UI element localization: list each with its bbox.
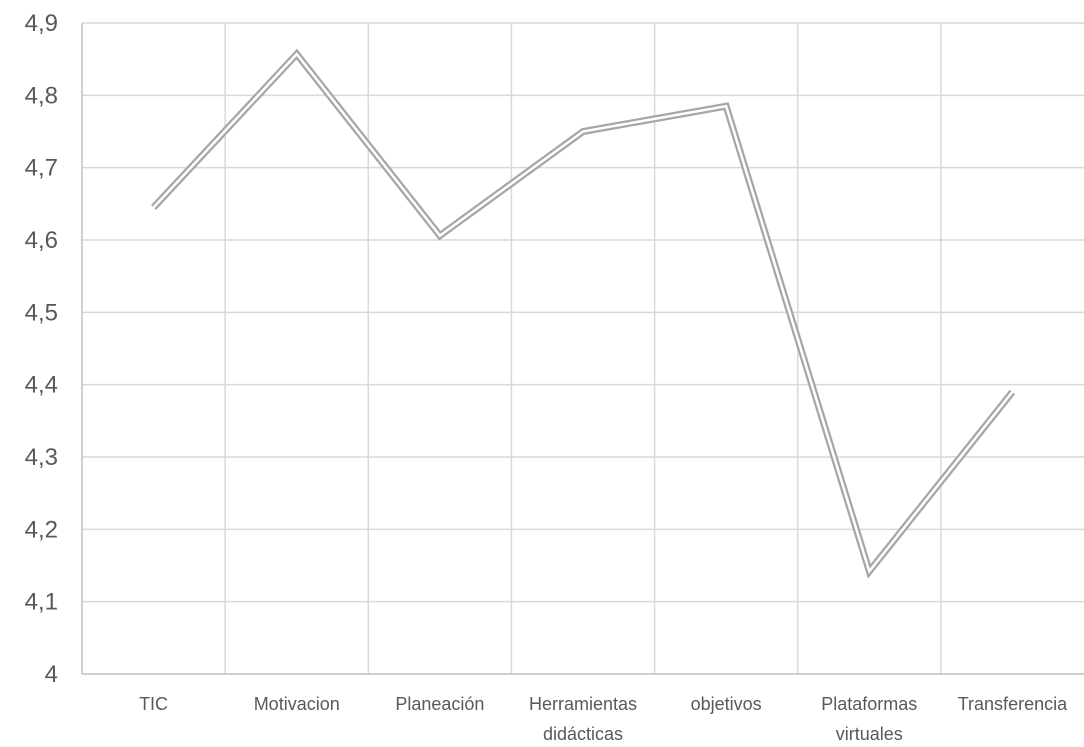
series-line [151, 48, 1016, 579]
y-tick-label: 4,9 [25, 10, 58, 37]
y-tick-label: 4,3 [25, 444, 58, 471]
x-tick-label: Plataformas virtuales [821, 694, 917, 744]
x-tick-label: Motivacion [254, 694, 340, 714]
x-tick-label: Herramientas didácticas [529, 694, 637, 744]
axes [81, 23, 1084, 675]
y-tick-label: 4,6 [25, 227, 58, 254]
x-tick-label: TIC [139, 694, 168, 714]
y-tick-labels: 4 4,1 4,2 4,3 4,4 4,5 4,6 4,7 4,8 4,9 [25, 10, 58, 688]
x-tick-label: Planeación [395, 694, 484, 714]
y-tick-label: 4,5 [25, 299, 58, 326]
y-tick-label: 4 [45, 661, 58, 688]
x-tick-label: Transferencia [958, 694, 1068, 714]
y-tick-label: 4,4 [25, 372, 58, 399]
y-tick-label: 4,2 [25, 516, 58, 543]
series-line-inner [152, 52, 1014, 574]
y-tick-label: 4,7 [25, 155, 58, 182]
y-tick-label: 4,8 [25, 82, 58, 109]
y-tick-label: 4,1 [25, 589, 58, 616]
x-tick-label: objetivos [691, 694, 762, 714]
x-tick-labels: TIC Motivacion Planeación Herramientas didác… [139, 694, 1068, 744]
